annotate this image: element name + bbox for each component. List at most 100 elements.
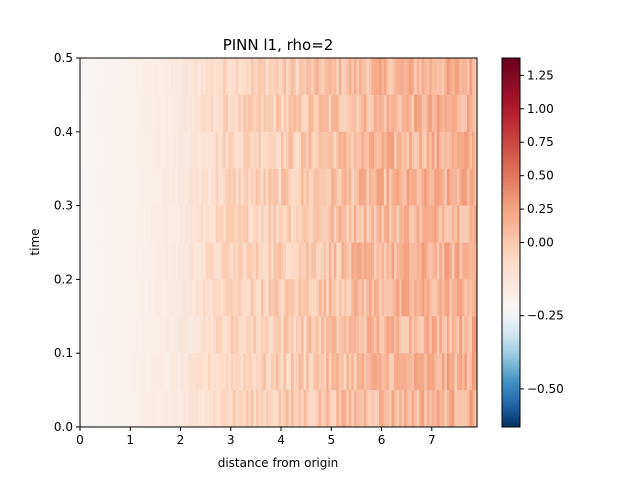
heatmap-cell (328, 316, 332, 354)
heatmap-cell (306, 168, 310, 206)
heatmap-cell (411, 242, 415, 280)
heatmap-cell (379, 316, 382, 354)
heatmap-cell (326, 353, 330, 391)
heatmap-cell (238, 168, 242, 206)
heatmap-cell (371, 205, 375, 243)
heatmap-cell (185, 131, 189, 170)
heatmap-cell (311, 390, 315, 428)
heatmap-cell (233, 279, 237, 317)
heatmap-cell (384, 168, 387, 206)
heatmap-cell (296, 58, 299, 96)
heatmap-cell (341, 205, 345, 243)
heatmap-cell (258, 390, 262, 428)
heatmap-cell (286, 58, 289, 96)
heatmap-cell (225, 353, 229, 391)
heatmap-cell (188, 316, 191, 354)
heatmap-cell (338, 279, 342, 317)
heatmap-cell (150, 131, 154, 170)
heatmap-cell (200, 131, 204, 170)
heatmap-cell (303, 316, 307, 354)
heatmap-cell (371, 94, 375, 133)
heatmap-cell (177, 131, 181, 170)
heatmap-cell (135, 353, 139, 391)
heatmap-cell (333, 242, 337, 280)
heatmap-cell (456, 168, 460, 206)
heatmap-cell (311, 168, 315, 206)
heatmap-cell (366, 205, 370, 243)
heatmap-cell (381, 242, 385, 280)
heatmap-cell (426, 242, 430, 280)
heatmap-cell (195, 316, 199, 354)
heatmap-cell (255, 168, 259, 206)
heatmap-cell (419, 94, 423, 133)
heatmap-cell (198, 242, 201, 280)
heatmap-cell (117, 205, 121, 243)
heatmap-cell (200, 205, 204, 243)
heatmap-cell (281, 279, 284, 317)
heatmap-cell (358, 131, 362, 170)
heatmap-cell (394, 205, 397, 243)
heatmap-cell (454, 58, 458, 96)
heatmap-cell (97, 131, 101, 170)
heatmap-cell (391, 94, 395, 133)
heatmap-cell (172, 279, 176, 317)
heatmap-cell (167, 279, 171, 317)
heatmap-cell (238, 131, 242, 170)
heatmap-cell (404, 94, 408, 133)
heatmap-cell (281, 205, 284, 243)
heatmap-cell (316, 279, 320, 317)
heatmap-cell (112, 131, 116, 170)
heatmap-cell (175, 279, 179, 317)
heatmap-cell (245, 94, 249, 133)
heatmap-cell (85, 94, 88, 133)
y-tick-label: 0.5 (54, 51, 73, 65)
heatmap-cell (210, 316, 214, 354)
heatmap-cell (333, 205, 337, 243)
heatmap-cell (110, 316, 114, 354)
heatmap-cell (183, 205, 186, 243)
heatmap-cell (132, 168, 136, 206)
heatmap-cell (368, 279, 372, 317)
heatmap-cell (223, 242, 227, 280)
heatmap-cell (195, 131, 199, 170)
heatmap-cell (348, 131, 352, 170)
heatmap-cell (326, 242, 330, 280)
heatmap-cell (444, 131, 448, 170)
heatmap-cell (376, 242, 380, 280)
heatmap-cell (469, 131, 473, 170)
heatmap-cell (205, 279, 209, 317)
heatmap-cell (147, 94, 151, 133)
heatmap-cell (376, 94, 380, 133)
heatmap-cell (180, 242, 184, 280)
heatmap-cell (135, 316, 139, 354)
heatmap-cell (265, 58, 269, 96)
heatmap-cell (127, 390, 131, 428)
y-tick-label: 0.1 (54, 346, 73, 360)
heatmap-cell (283, 131, 287, 170)
heatmap-cell (436, 316, 440, 354)
heatmap-cell (361, 131, 365, 170)
heatmap-cell (190, 316, 194, 354)
heatmap-cell (115, 205, 119, 243)
heatmap-cell (343, 353, 347, 391)
heatmap-cell (391, 205, 395, 243)
heatmap-cell (125, 94, 129, 133)
heatmap-cell (404, 131, 408, 170)
heatmap-cell (122, 390, 126, 428)
heatmap-cell (409, 58, 413, 96)
heatmap-cell (92, 390, 96, 428)
heatmap-cell (87, 316, 91, 354)
heatmap-cell (454, 242, 458, 280)
heatmap-cell (223, 279, 227, 317)
heatmap-cell (363, 205, 367, 243)
heatmap-cell (306, 131, 310, 170)
heatmap-cell (424, 353, 428, 391)
heatmap-cell (87, 205, 91, 243)
heatmap-cell (120, 353, 124, 391)
heatmap-cell (270, 131, 274, 170)
heatmap-cell (406, 390, 410, 428)
heatmap-cell (125, 316, 129, 354)
heatmap-cell (389, 205, 392, 243)
heatmap-cell (291, 94, 294, 133)
x-axis-label: distance from origin (218, 456, 339, 470)
